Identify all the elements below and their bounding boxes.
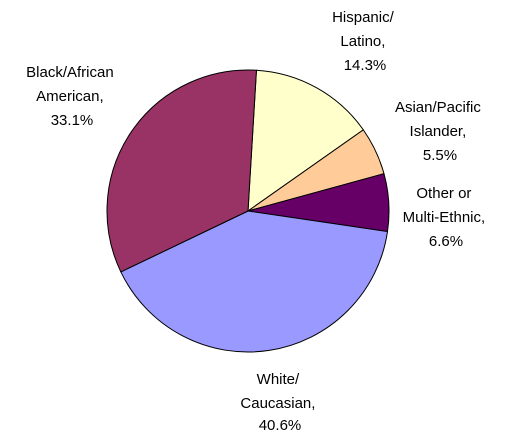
- slice-value-asian-pacific: 5.5%: [423, 147, 457, 164]
- slice-value-white: 40.6%: [259, 417, 302, 432]
- slice-labels: Hispanic/ Latino, 14.3% Asian/Pacific Is…: [26, 9, 490, 432]
- pie-slice-black: [106, 69, 257, 273]
- slice-label-asian-pacific: Asian/Pacific Islander, 5.5%: [395, 99, 485, 164]
- slice-label-black: Black/African American, 33.1%: [26, 64, 118, 129]
- pie-slices: [106, 69, 390, 353]
- slice-label-hispanic: Hispanic/ Latino, 14.3%: [332, 9, 398, 74]
- slice-label-other: Other or Multi-Ethnic, 6.6%: [403, 185, 490, 250]
- slice-value-other: 6.6%: [429, 233, 463, 250]
- slice-value-hispanic: 14.3%: [344, 57, 387, 74]
- slice-value-black: 33.1%: [51, 112, 94, 129]
- slice-label-white: White/ Caucasian, 40.6%: [240, 371, 319, 432]
- pie-slice-hispanic: [247, 69, 365, 213]
- pie-slice-white: [120, 210, 389, 353]
